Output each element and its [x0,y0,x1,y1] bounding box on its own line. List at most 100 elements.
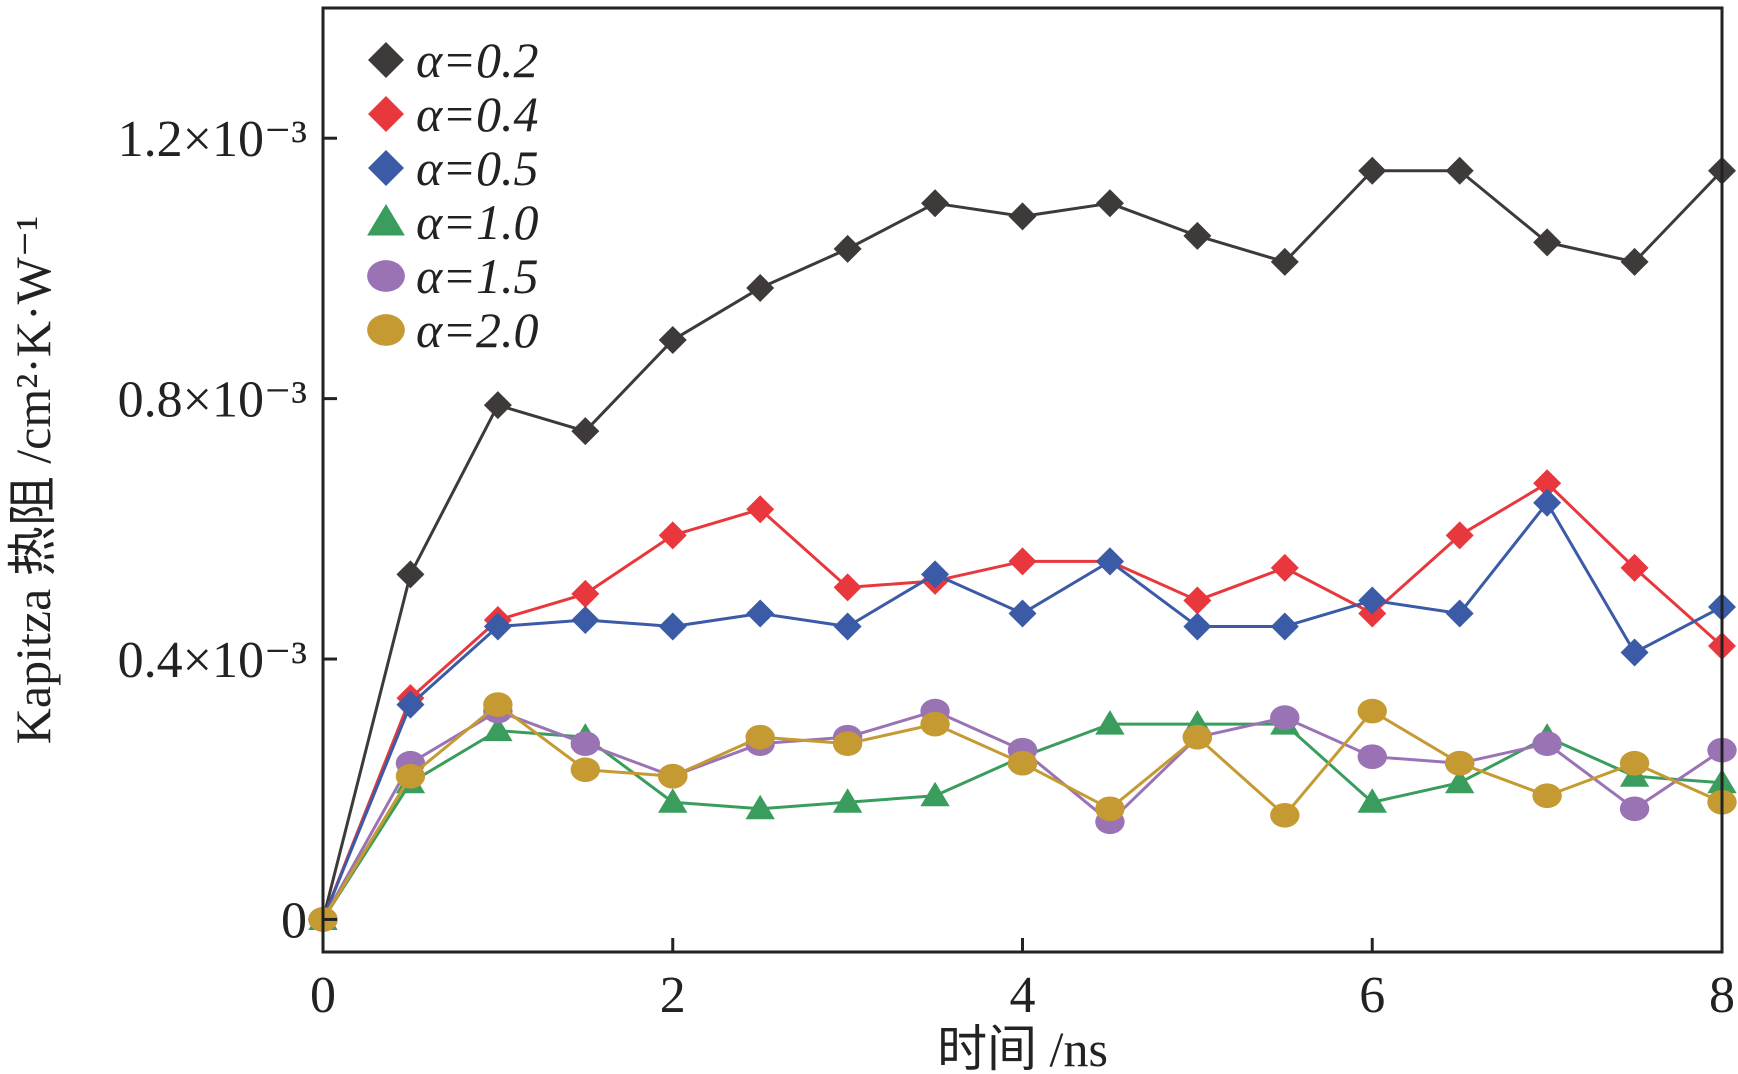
data-point [1182,724,1213,750]
legend-marker [368,96,404,132]
data-point [658,788,688,813]
data-point [483,692,513,717]
data-point [1183,586,1212,615]
data-point [658,763,688,789]
y-tick-label: 0.8×10⁻³ [118,372,307,429]
data-point [1532,783,1562,809]
y-tick-label: 0.4×10⁻³ [118,632,307,689]
data-point [746,495,775,524]
x-tick-label: 2 [660,967,686,1024]
data-point [1008,202,1037,231]
data-point [833,573,862,602]
data-point [1533,488,1562,517]
data-point [1007,750,1038,776]
legend-marker [367,260,405,292]
data-point [1532,731,1562,756]
data-point [1095,796,1125,822]
data-point [1620,247,1649,276]
data-point [658,612,687,641]
data-point [1183,221,1212,250]
data-point [658,521,687,550]
data-point [832,731,863,756]
legend-label: α=0.4 [416,86,539,142]
data-point [1620,638,1649,667]
data-point [1619,750,1650,776]
series-5 [308,692,1737,932]
data-point [920,711,950,737]
data-point [1445,521,1474,550]
data-point [1270,612,1299,641]
data-point [396,690,425,719]
y-tick-label: 1.2×10⁻³ [118,111,307,168]
data-point [1620,553,1649,582]
x-tick-label: 0 [310,967,336,1024]
x-axis-title: 时间 /ns [937,1021,1108,1074]
data-point [1619,796,1650,822]
legend-item: α=1.5 [367,248,539,304]
data-point [483,391,512,420]
data-point [1358,156,1387,185]
data-point [746,273,775,302]
data-point [1357,744,1387,770]
x-tick-label: 4 [1010,967,1036,1024]
legend-label: α=2.0 [416,302,539,358]
data-point [1270,802,1300,828]
data-point [1095,710,1125,735]
legend-label: α=1.0 [416,194,539,250]
data-point [1444,768,1475,794]
data-point [833,612,862,641]
data-point [483,612,512,641]
data-point [658,326,687,355]
data-point [832,788,863,813]
legend-label: α=0.2 [416,32,539,88]
data-point [1095,547,1124,576]
ticks: 0 2 4 6 8 0 0.4×10⁻³ 0.8×10⁻³ 1.2×10⁻³ [118,111,1735,1024]
data-point [746,599,775,628]
data-point [1270,553,1299,582]
data-point [571,579,600,608]
data-point [1270,705,1300,730]
series-line [321,703,1723,921]
series-group [308,156,1737,934]
data-point [1095,189,1124,218]
legend-marker [367,204,405,236]
data-point [571,605,600,634]
data-point [570,757,601,783]
legend-item: α=0.2 [368,32,539,88]
data-point [1533,228,1562,257]
data-point [1008,547,1037,576]
legend-marker [368,42,404,78]
y-tick-label: 0 [281,892,307,949]
data-point [1357,788,1387,813]
data-point [1270,247,1299,276]
data-point [571,417,600,446]
series-1 [309,469,1736,934]
data-point [1358,586,1387,615]
data-point [570,731,601,756]
data-point [745,724,775,750]
legend-marker [367,314,405,346]
data-point [920,781,950,807]
data-point [1008,599,1037,628]
legend-item: α=0.4 [368,86,539,142]
legend-item: α=2.0 [367,302,539,358]
data-point [1533,469,1562,498]
data-point [395,763,426,789]
legend-marker [368,150,404,186]
y-axis-title: Kapitza 热阻 /cm²·K·W⁻¹ [5,216,61,744]
x-tick-label: 8 [1709,967,1735,1024]
legend-label: α=1.5 [416,248,539,304]
data-point [1357,698,1387,724]
legend-label: α=0.5 [416,140,539,196]
data-point [1444,750,1475,776]
data-point [396,560,425,589]
data-point [833,234,862,263]
data-point [1445,599,1474,628]
data-point [921,189,950,218]
data-point [745,794,775,820]
series-0 [309,156,1736,934]
legend-item: α=1.0 [367,194,539,250]
data-point [1445,156,1474,185]
data-point [921,560,950,589]
